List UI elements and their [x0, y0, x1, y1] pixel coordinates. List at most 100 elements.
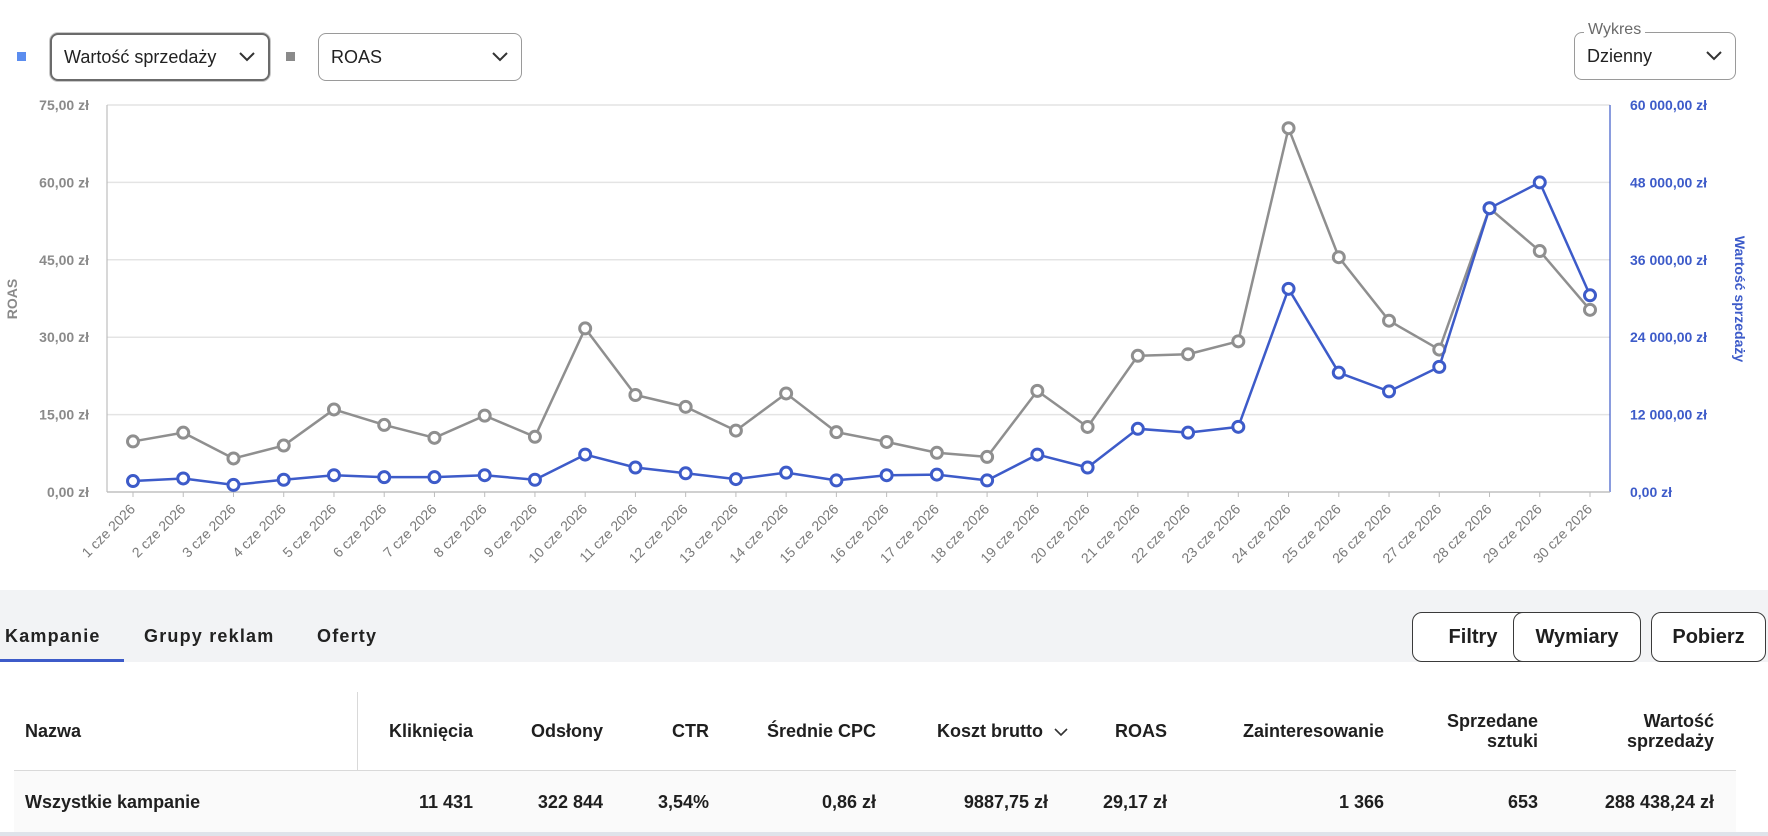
data-point-roas [427, 430, 442, 445]
tab-offers[interactable]: Oferty [317, 626, 378, 646]
x-axis-tick-label: 2 cze 2026 [129, 501, 189, 561]
data-point-sales-value [929, 467, 944, 482]
right-axis-tick-label: 36 000,00 zł [1630, 252, 1707, 268]
row-name[interactable]: Wszystkie kampanie [25, 792, 201, 812]
left-axis-title: ROAS [4, 279, 20, 319]
summary-row-background [14, 771, 1736, 836]
data-point-sales-value [276, 472, 291, 487]
data-point-roas [176, 425, 191, 440]
data-point-sales-value [879, 468, 894, 483]
data-point-roas [1532, 244, 1547, 259]
data-point-roas [126, 434, 140, 449]
data-point-sales-value [728, 472, 743, 487]
header-sold-units-line1: Sprzedane [1446, 711, 1538, 731]
data-point-sales-value [176, 471, 191, 486]
line-chart: 0,00 zł 0,00 zł 15,00 zł 12 000,00 zł 30,00 … [4, 97, 1748, 566]
header-sold-units[interactable]: Sprzedane sztuki [1414, 711, 1538, 751]
header-ctr[interactable]: CTR [672, 721, 709, 741]
data-point-sales-value [1432, 359, 1447, 374]
data-point-roas [779, 386, 794, 401]
left-axis-tick-label: 60,00 zł [39, 174, 89, 190]
row-sold-units: 653 [1507, 792, 1538, 812]
data-point-roas [276, 438, 291, 453]
data-point-sales-value [527, 472, 542, 487]
data-point-roas [377, 417, 392, 432]
header-cost[interactable]: Koszt brutto [894, 721, 1068, 741]
row-ctr: 3,54% [657, 792, 709, 812]
left-axis-tick-label: 75,00 zł [39, 97, 89, 113]
data-point-roas [226, 451, 241, 466]
chevron-down-icon [491, 51, 509, 63]
data-point-roas [929, 445, 944, 460]
data-point-sales-value [628, 460, 643, 475]
data-point-roas [1281, 121, 1296, 136]
chart-type-select[interactable]: Wykres Dzienny [1574, 21, 1736, 80]
data-point-roas [728, 423, 743, 438]
data-point-sales-value [980, 473, 995, 488]
right-axis-title: Wartość sprzedaży [1732, 236, 1748, 363]
chevron-down-icon [1705, 50, 1723, 62]
header-sold-units-line2: sztuki [1486, 731, 1538, 751]
data-point-roas [477, 408, 492, 423]
header-interest[interactable]: Zainteresowanie [1242, 721, 1384, 741]
x-axis-tick-label: 7 cze 2026 [380, 501, 440, 561]
data-point-sales-value [1130, 421, 1145, 436]
data-point-roas [829, 425, 844, 440]
data-point-roas [578, 321, 593, 336]
left-axis-tick-label: 30,00 zł [39, 329, 89, 345]
data-point-sales-value [1231, 419, 1246, 434]
series-line-sales-value [132, 181, 1592, 487]
data-point-sales-value [1080, 460, 1095, 475]
header-avg-cpc[interactable]: Średnie CPC [766, 721, 876, 741]
data-point-sales-value [829, 473, 844, 488]
chart-type-value: Dzienny [1587, 45, 1653, 66]
tab-campaigns[interactable]: Kampanie [5, 626, 101, 646]
left-metric-value: Wartość sprzedaży [64, 46, 217, 67]
dimensions-button[interactable]: Wymiary [1513, 612, 1641, 662]
left-axis-tick-label: 0,00 zł [47, 484, 89, 500]
tab-ad-groups[interactable]: Grupy reklam [144, 626, 275, 646]
header-sales-value[interactable]: Wartość sprzedaży [1574, 711, 1714, 751]
left-metric-select[interactable]: Wartość sprzedaży [50, 33, 270, 81]
active-tab-indicator [0, 659, 124, 662]
row-avg-cpc: 0,86 zł [821, 792, 876, 812]
data-point-roas [1382, 313, 1397, 328]
header-impressions[interactable]: Odsłony [530, 721, 603, 741]
data-point-roas [1331, 250, 1346, 265]
legend-marker-roas [286, 52, 295, 61]
row-sales-value: 288 438,24 zł [1604, 792, 1714, 812]
data-point-roas [879, 434, 894, 449]
header-sales-value-line1: Wartość [1643, 711, 1714, 731]
header-roas[interactable]: ROAS [1114, 721, 1167, 741]
data-point-sales-value [1532, 175, 1547, 190]
data-point-roas [628, 387, 643, 402]
right-metric-value: ROAS [331, 46, 383, 67]
data-point-sales-value [1281, 281, 1296, 296]
right-axis-tick-label: 0,00 zł [1630, 484, 1672, 500]
right-axis-tick-label: 60 000,00 zł [1630, 97, 1707, 113]
x-axis-tick-label: 8 cze 2026 [430, 501, 490, 561]
header-clicks[interactable]: Kliknięcia [388, 721, 473, 741]
left-axis-tick-label: 15,00 zł [39, 407, 89, 423]
x-axis-tick-label: 6 cze 2026 [330, 501, 390, 561]
column-divider [357, 692, 358, 836]
x-axis-tick-label: 4 cze 2026 [229, 501, 289, 561]
download-button[interactable]: Pobierz [1651, 612, 1766, 662]
data-point-sales-value [578, 447, 593, 462]
legend-marker-sales [17, 52, 26, 61]
data-point-sales-value [377, 470, 392, 485]
data-point-sales-value [1030, 447, 1045, 462]
data-point-sales-value [678, 466, 693, 481]
header-name[interactable]: Nazwa [25, 721, 82, 741]
data-point-roas [326, 402, 341, 417]
data-point-roas [1181, 347, 1196, 362]
row-cost: 9887,75 zł [963, 792, 1048, 812]
data-point-sales-value [1583, 288, 1597, 303]
data-point-roas [527, 429, 542, 444]
data-point-roas [678, 399, 693, 414]
chart-type-label: Wykres [1584, 21, 1646, 39]
bottom-scroll-edge [0, 832, 1768, 836]
data-point-roas [980, 449, 995, 464]
data-point-roas [1231, 334, 1246, 349]
right-metric-select[interactable]: ROAS [318, 33, 522, 81]
